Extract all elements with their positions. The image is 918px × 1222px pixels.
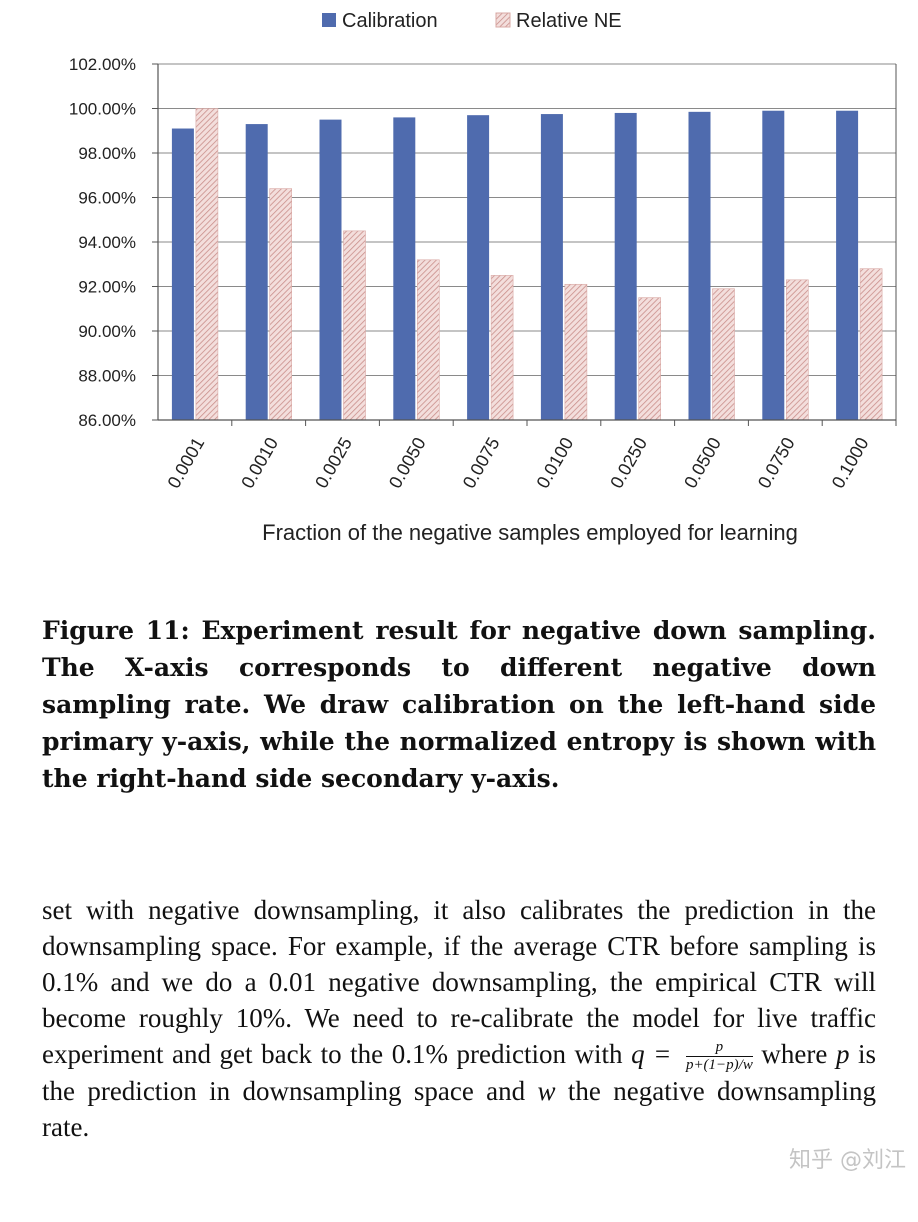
legend-swatch-calibration: [322, 13, 336, 27]
y-tick-label: 94.00%: [78, 233, 136, 252]
x-tick-label: 0.1000: [828, 434, 873, 492]
relative-ne-bar: [638, 297, 662, 421]
calibration-bar: [171, 128, 194, 420]
x-tick-label: 0.0750: [754, 434, 799, 492]
variable-p: p: [835, 1039, 850, 1069]
x-tick-label: 0.0025: [311, 434, 356, 492]
x-axis-tick-labels: 0.0001 0.0010 0.0025 0.0050 0.0075 0.0100 0.02…: [164, 434, 873, 492]
x-tick-label: 0.0010: [237, 434, 282, 492]
variable-w: w: [537, 1076, 556, 1107]
chart-legend: Calibration Relative NE: [322, 10, 622, 32]
y-tick-label: 100.00%: [69, 100, 136, 119]
q-equals: q =: [631, 1039, 672, 1069]
relative-ne-bar: [859, 268, 883, 421]
paragraph-part-3: is the prediction in downsampling space …: [42, 1039, 877, 1107]
relative-ne-bar: [564, 283, 588, 421]
relative-ne-bar: [785, 279, 809, 421]
y-tick-label: 98.00%: [78, 144, 136, 163]
y-tick-label: 102.00%: [69, 55, 136, 74]
legend-swatch-relative-ne: [495, 12, 511, 28]
legend-label-calibration: Calibration: [342, 10, 438, 32]
y-axis-tick-labels: 86.00% 88.00% 90.00% 92.00% 94.00% 96.00% 98.0…: [69, 55, 136, 430]
relative-ne-bar: [343, 230, 366, 421]
relative-ne-bar: [712, 288, 735, 421]
fraction-denominator: p+(1−p)/w: [685, 1057, 753, 1074]
calibration-bar: [540, 114, 563, 420]
watermark: 知乎 @刘江: [789, 1148, 906, 1173]
x-tick-label: 0.0250: [606, 434, 651, 492]
relative-ne-bar: [269, 188, 293, 421]
relative-ne-bar: [416, 259, 440, 421]
calibration-bar: [762, 110, 785, 420]
calibration-bar: [467, 115, 490, 421]
body-paragraph: set with negative downsampling, it also …: [42, 892, 876, 1145]
x-tick-label: 0.0100: [533, 434, 578, 492]
y-tick-label: 96.00%: [78, 189, 136, 208]
calibration-bar: [688, 111, 711, 421]
x-tick-label: 0.0001: [164, 434, 209, 492]
x-tick-label: 0.0500: [680, 434, 725, 492]
y-tick-label: 86.00%: [78, 411, 136, 430]
relative-ne-bar: [195, 108, 219, 421]
figure-caption: Figure 11: Experiment result for negativ…: [42, 616, 876, 793]
bar-chart: Calibration Relative NE 86.00% 88.00% 90.00…: [69, 10, 897, 545]
calibration-bar: [836, 110, 859, 420]
y-tick-label: 92.00%: [78, 278, 136, 297]
calibration-bar: [245, 124, 268, 420]
calibration-bar: [614, 112, 637, 420]
calibration-bar: [319, 119, 342, 420]
x-tick-label: 0.0075: [459, 434, 504, 492]
x-axis-label: Fraction of the negative samples employe…: [262, 520, 798, 545]
chart-bars: [171, 108, 883, 421]
paragraph-part-1: set with negative downsampling, it also …: [42, 895, 876, 1069]
y-tick-label: 88.00%: [78, 367, 136, 386]
paragraph-part-2: where: [761, 1039, 828, 1069]
chart-axes: [157, 64, 897, 426]
calibration-bar: [393, 117, 416, 421]
y-tick-label: 90.00%: [78, 322, 136, 341]
fraction-numerator: p: [685, 1040, 753, 1058]
relative-ne-bar: [490, 275, 514, 421]
paragraph-part-4: the negative downsampling rate.: [42, 1076, 877, 1143]
x-tick-label: 0.0050: [385, 434, 430, 492]
fraction-formula: p p+(1−p)/w: [685, 1040, 753, 1074]
legend-label-relative-ne: Relative NE: [516, 10, 622, 32]
